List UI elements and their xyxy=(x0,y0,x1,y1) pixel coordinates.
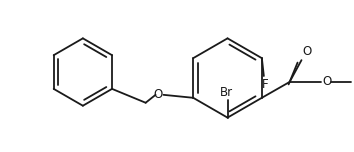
Text: O: O xyxy=(153,88,162,101)
Text: F: F xyxy=(262,78,268,91)
Text: Br: Br xyxy=(220,86,233,99)
Text: O: O xyxy=(322,75,332,88)
Text: O: O xyxy=(302,45,312,58)
